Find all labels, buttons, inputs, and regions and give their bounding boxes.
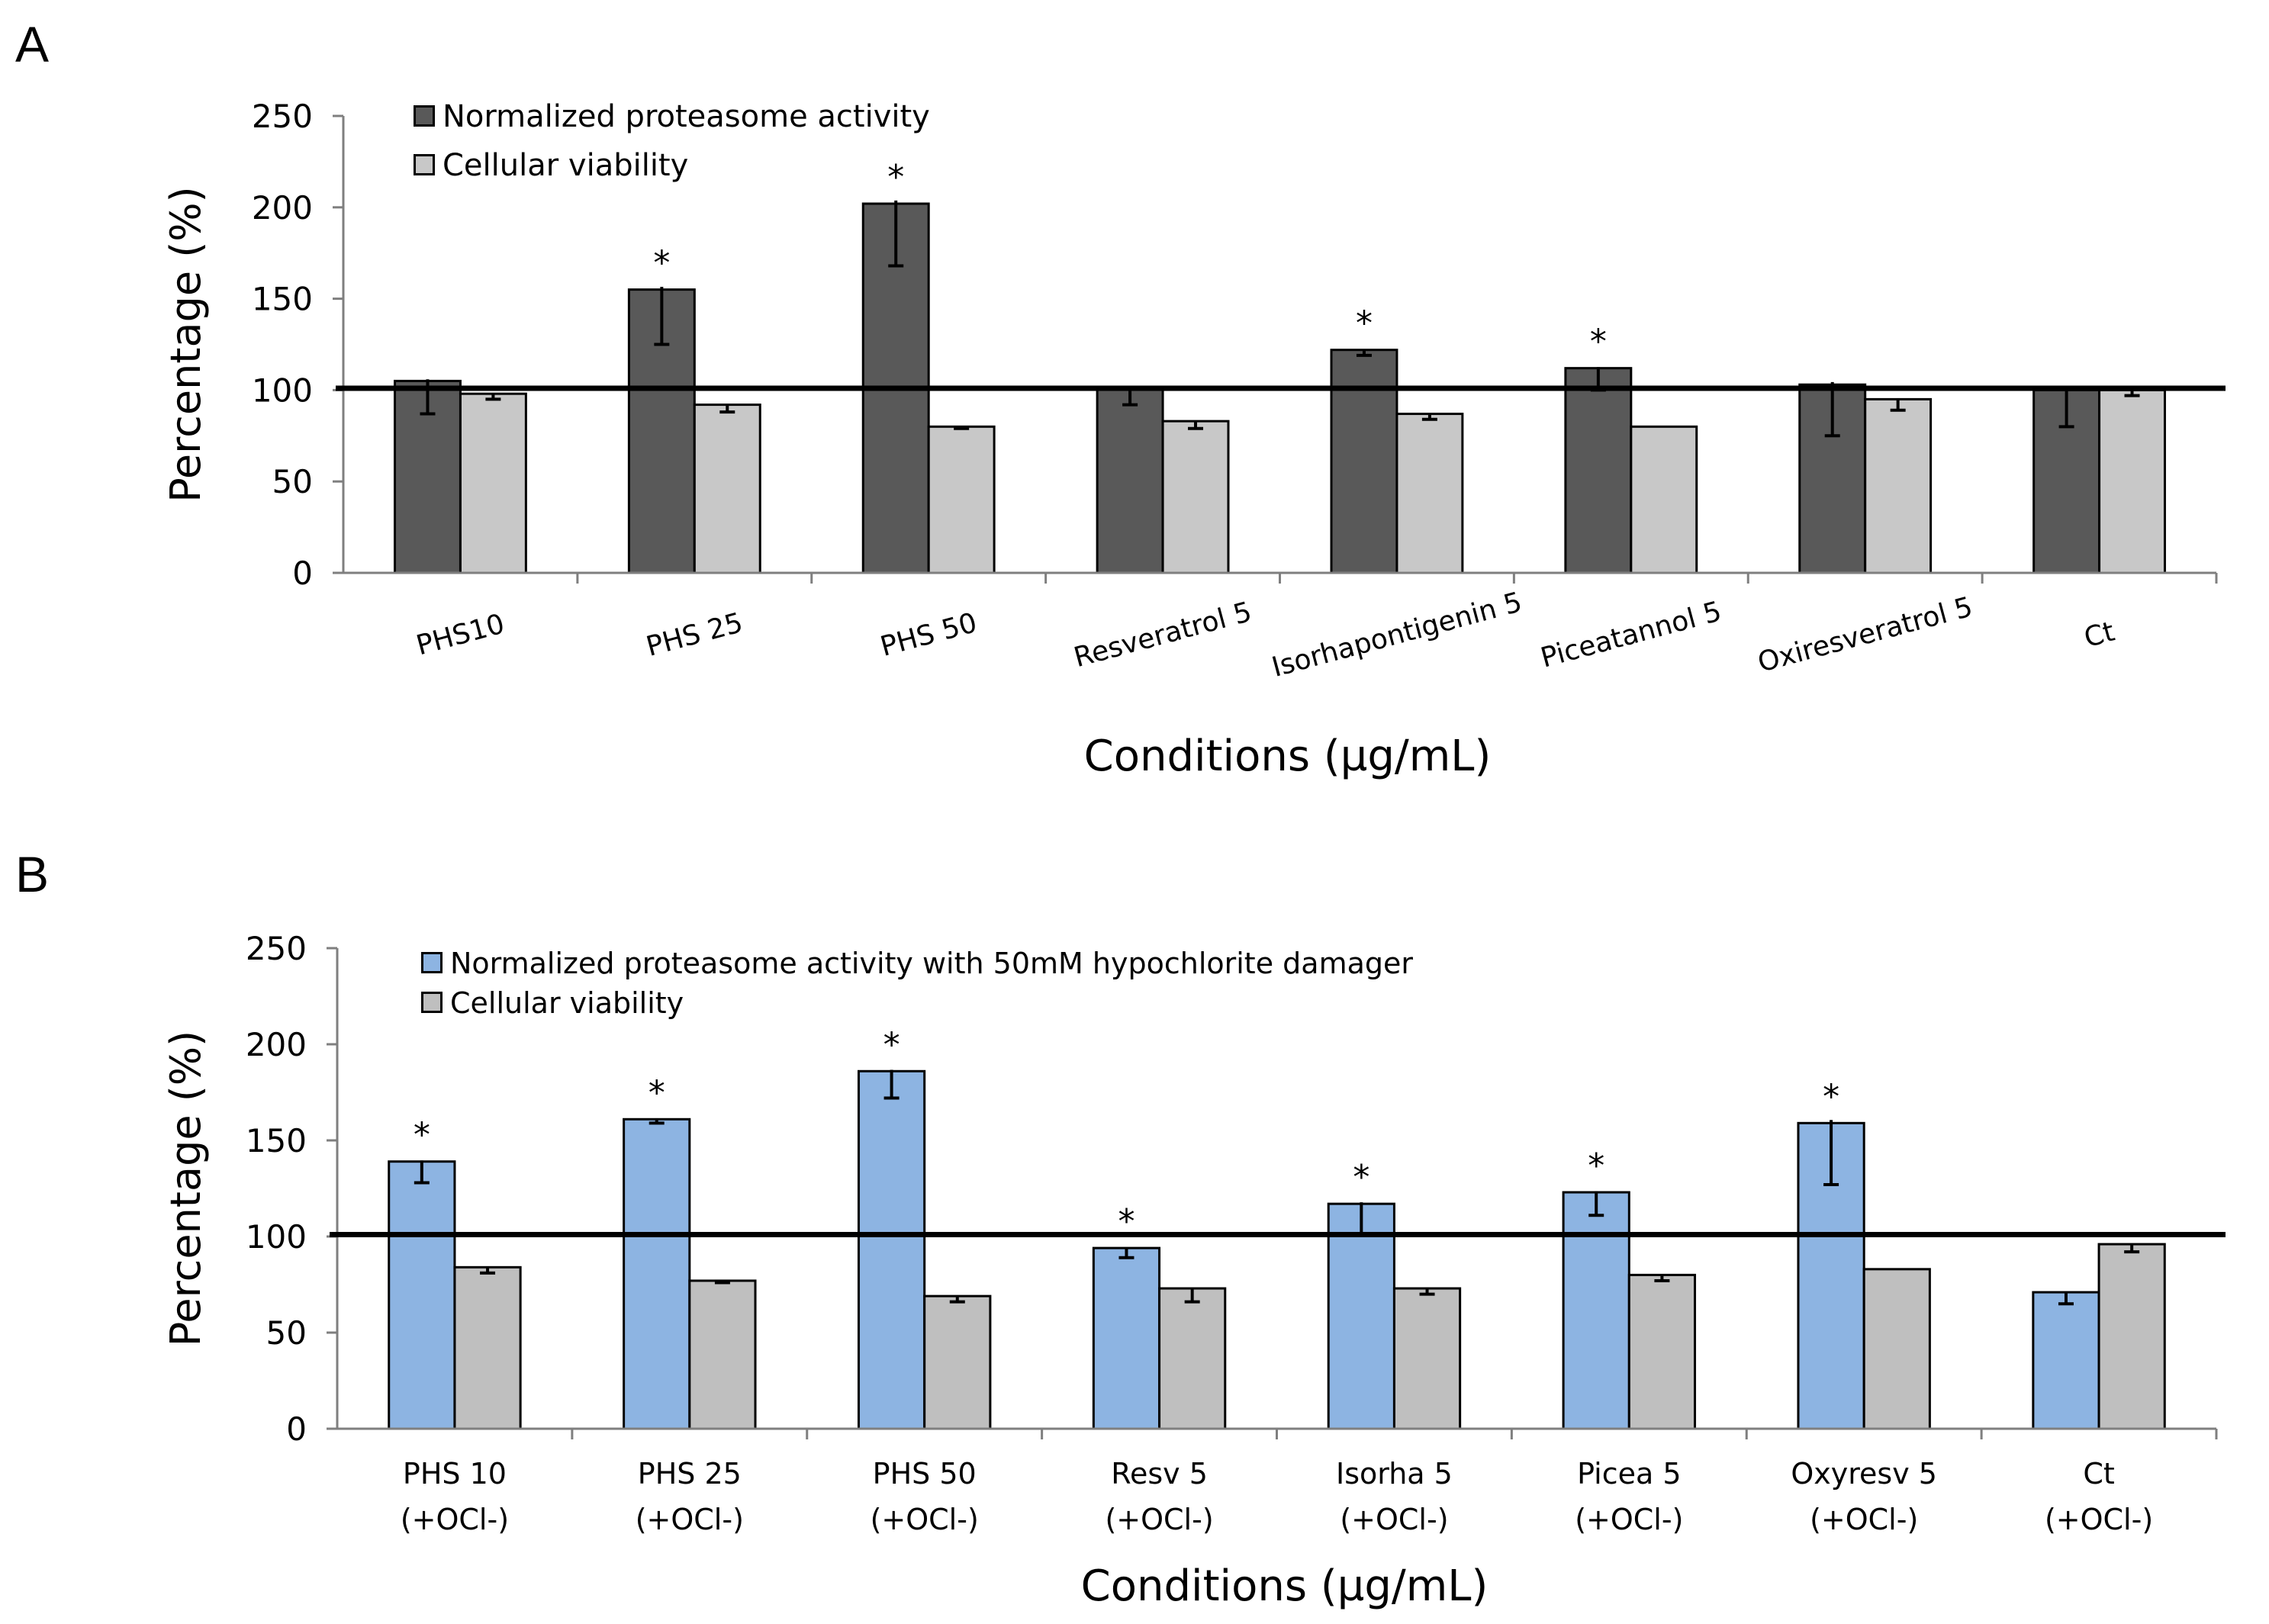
panel-a-bar-activity [1096,387,1164,574]
panel-a-category-label: Oxiresveratrol 5 [1755,591,1976,678]
panel-b-bar-activity [1092,1246,1161,1430]
panel-a-legend-swatch [414,154,435,175]
panel-a-category-label: PHS10 [414,608,508,661]
panel-a-y-tick-label: 200 [252,189,313,227]
panel-a-bar-activity [1564,367,1633,574]
panel-b-legend-swatch [421,992,443,1013]
panel-b-significance-star: * [1823,1077,1839,1116]
panel-b-y-axis-title: Percentage (%) [162,1031,210,1346]
panel-b-category-label: Resv 5 [1111,1457,1208,1491]
panel-b-bar-activity [1327,1202,1395,1430]
panel-b-category-label: Isorha 5 [1336,1457,1453,1491]
panel-b-category-label: (+OCl-) [1340,1503,1448,1536]
panel-a-y-tick-label: 0 [292,555,313,592]
panel-a-y-tick-label: 100 [252,371,313,409]
panel-b-category-label: (+OCl-) [1105,1503,1213,1536]
panel-b-bar-activity [1562,1191,1630,1430]
panel-b-category-label: (+OCl-) [1810,1503,1918,1536]
panel-b-significance-star: * [1353,1158,1369,1197]
panel-a-legend-swatch [414,105,435,127]
panel-b-y-tick-label: 200 [246,1026,307,1063]
panel-a-bar-viability [1161,420,1230,574]
panel-b-bar-viability [1627,1273,1697,1430]
panel-a-y-axis-title: Percentage (%) [162,186,210,502]
panel-a-bar-viability [1630,425,1698,574]
panel-a-significance-star: * [887,158,904,197]
panel-b-significance-star: * [883,1025,900,1064]
panel-b-category-label: Picea 5 [1577,1457,1681,1491]
panel-a-category-label: Ct [2081,616,2118,654]
panel-b-bar-viability [453,1265,522,1430]
panel-a-bar-viability [2098,388,2166,574]
panel-b-category-label: Ct [2083,1457,2114,1491]
panel-b-category-label: PHS 25 [638,1457,742,1491]
panel-b-bar-viability [1158,1287,1227,1430]
panel-a-bar-viability [927,425,996,574]
panel-b-y-tick-label: 150 [246,1122,307,1159]
panel-b-bar-activity [388,1160,456,1430]
panel-b-y-tick-label: 100 [246,1218,307,1256]
panel-b-category-label: (+OCl-) [871,1503,979,1536]
panel-b-significance-star: * [1588,1146,1604,1185]
panel-a-significance-star: * [653,244,670,283]
panel-b-chart: 0 50 100 150 200 250 * PHS 10 (+OCl-) * PHS 25 (+OC… [162,930,2226,1611]
panel-a-bar-viability [1864,397,1933,574]
panel-b-category-label: Oxyresv 5 [1791,1457,1937,1491]
panel-a-x-axis-title: Conditions (µg/mL) [1084,732,1492,781]
panel-b-legend-label: Normalized proteasome activity with 50mM… [450,947,1413,980]
panel-b-significance-star: * [649,1073,665,1112]
panel-b-bar-viability [923,1294,992,1430]
panel-b-category-label: PHS 10 [403,1457,507,1491]
panel-a-bar-viability [1395,413,1464,574]
panel-a-y-tick-label: 150 [252,281,313,318]
panel-b-y-tick-label: 250 [246,930,307,967]
panel-a-category-label: PHS 50 [877,607,980,663]
panel-b-category-label: (+OCl-) [1575,1503,1683,1536]
panel-b-bar-activity [857,1069,926,1430]
panel-b-legend-swatch [421,952,443,973]
panel-b-category-label: (+OCl-) [401,1503,509,1536]
panel-b-x-axis-title: Conditions (µg/mL) [1081,1561,1489,1611]
panel-a-bar-viability [459,392,527,574]
panel-a-category-label: Resveratrol 5 [1070,597,1255,674]
panel-b-category-label: (+OCl-) [636,1503,744,1536]
panel-letter-a: A [15,16,50,72]
panel-b-category-label: PHS 50 [873,1457,977,1491]
panel-a-significance-star: * [1356,304,1373,343]
panel-a-y-tick-label: 250 [252,98,313,135]
panel-a-bar-activity [1330,349,1398,574]
panel-b-bar-viability [2097,1243,2166,1430]
panel-a-chart: 0 50 100 150 200 250 PHS10 * PHS 25 * PHS 50 Resver… [162,98,2226,781]
panel-b-bar-viability [1862,1268,1931,1430]
panel-a-y-tick-label: 50 [272,463,313,500]
panel-a-significance-star: * [1590,323,1607,362]
panel-a-bar-viability [693,404,761,574]
panel-b-bar-viability [1392,1287,1462,1430]
panel-b-legend-label: Cellular viability [450,986,684,1020]
panel-letter-b: B [15,846,50,902]
panel-b-bar-viability [688,1279,757,1430]
panel-b-bar-activity [2032,1291,2100,1430]
panel-a-category-label: PHS 25 [643,607,746,663]
panel-a-legend-label: Normalized proteasome activity [443,99,930,134]
panel-b-significance-star: * [414,1116,430,1155]
panel-b-y-tick-label: 50 [266,1314,307,1352]
panel-a-category-label: Piceatannol 5 [1537,596,1724,674]
panel-a-category-label: Isorhapontigenin 5 [1269,587,1525,683]
panel-b-category-label: (+OCl-) [2045,1503,2153,1536]
panel-b-significance-star: * [1118,1202,1134,1241]
panel-a-legend-label: Cellular viability [443,148,688,183]
panel-b-y-tick-label: 0 [286,1410,307,1448]
panel-b-bar-activity [623,1118,691,1430]
